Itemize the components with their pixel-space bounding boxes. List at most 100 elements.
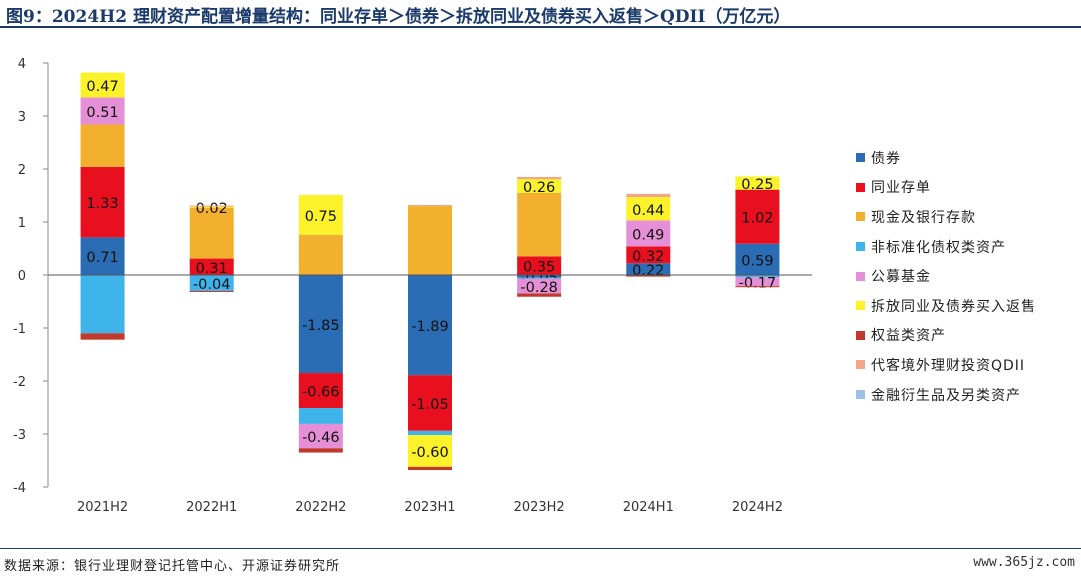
- x-tick-label: 2024H1: [623, 500, 674, 515]
- bar-segment: [80, 124, 125, 167]
- legend-swatch: [856, 212, 865, 222]
- y-tick-label: 2: [18, 163, 26, 178]
- data-label: -0.17: [739, 276, 777, 292]
- legend-item: 现金及银行存款: [856, 202, 1078, 232]
- data-label: 0.51: [86, 105, 118, 121]
- data-label: -1.89: [411, 319, 449, 335]
- y-tick-label: 0: [18, 269, 26, 284]
- legend-swatch: [856, 390, 865, 400]
- data-label: -0.28: [520, 280, 558, 296]
- bar-segment: [298, 373, 343, 409]
- chart-title: 图9：2024H2 理财资产配置增量结构：同业存单＞债券＞拆放同业及债券买入返售…: [6, 7, 791, 27]
- data-label: 0.75: [305, 209, 337, 225]
- legend-label: 非标准化债权类资产: [871, 239, 1006, 256]
- legend-label: 金融衍生品及另类资产: [871, 387, 1021, 404]
- legend-label: 公募基金: [871, 269, 931, 286]
- bar-segment: [408, 430, 452, 436]
- bar-segment: [298, 448, 343, 453]
- legend-item: 代客境外理财投资QDII: [856, 350, 1078, 380]
- y-tick-label: 3: [18, 110, 26, 125]
- data-label: 0.49: [632, 227, 664, 243]
- data-label: 0.02: [196, 201, 228, 217]
- bar-segment: [408, 466, 452, 471]
- bar-segment: [80, 166, 125, 238]
- bar-segment: [189, 258, 234, 275]
- data-label: 0.22: [632, 263, 664, 279]
- data-label: -0.46: [302, 430, 340, 446]
- bar-segment: [408, 206, 452, 275]
- bar-segment: [735, 243, 780, 275]
- bar-segment: [517, 293, 562, 297]
- data-label: 0.59: [741, 253, 773, 269]
- stacked-bar-chart: -4-3-2-1012340.711.330.510.472021H20.31-…: [13, 57, 812, 515]
- bar-segment: [408, 435, 452, 467]
- y-tick-label: -2: [13, 375, 26, 390]
- y-tick-label: -1: [13, 322, 26, 337]
- data-label: -1.85: [302, 318, 340, 334]
- footer-rule: [0, 548, 1081, 549]
- data-label: 0.35: [523, 260, 555, 276]
- bar-segment: [517, 278, 562, 294]
- bar-segment: [626, 275, 671, 277]
- bar-segment: [735, 275, 780, 278]
- data-label: 0.32: [632, 249, 664, 265]
- y-tick-label: -3: [13, 428, 26, 443]
- legend-label: 现金及银行存款: [871, 209, 976, 226]
- legend-swatch: [856, 182, 865, 192]
- legend-item: 同业存单: [856, 173, 1078, 203]
- data-label: 0.71: [86, 250, 118, 266]
- y-tick-label: -4: [13, 481, 26, 496]
- x-tick-label: 2021H2: [77, 500, 128, 515]
- bar-segment: [189, 206, 234, 208]
- data-label: 0.31: [196, 261, 228, 277]
- data-label: -0.60: [411, 445, 449, 461]
- bar-segment: [735, 286, 780, 288]
- bar-segment: [408, 205, 452, 207]
- bar-segment: [626, 263, 671, 275]
- legend-item: 公募基金: [856, 261, 1078, 291]
- legend-label: 权益类资产: [871, 328, 946, 345]
- bar-segment: [735, 176, 780, 190]
- x-tick-label: 2022H2: [295, 500, 346, 515]
- bar-segment: [626, 193, 671, 198]
- data-label: -0.04: [193, 277, 231, 293]
- legend-item: 权益类资产: [856, 321, 1078, 351]
- x-tick-label: 2023H1: [404, 500, 455, 515]
- legend-swatch: [856, 301, 865, 311]
- legend: 债券 同业存单 现金及银行存款 非标准化债权类资产 公募基金 拆放同业及债券买入返售 权益类…: [856, 143, 1078, 409]
- legend-swatch: [856, 330, 865, 340]
- source-note: 数据来源：银行业理财登记托管中心、开源证券研究所: [4, 559, 341, 574]
- legend-label: 代客境外理财投资QDII: [871, 357, 1026, 374]
- legend-swatch: [856, 271, 865, 281]
- bar-segment: [408, 275, 452, 376]
- data-label: 1.33: [86, 196, 118, 212]
- y-tick-label: 4: [18, 57, 26, 72]
- bar-segment: [517, 275, 562, 278]
- x-tick-label: 2023H2: [514, 500, 565, 515]
- legend-label: 同业存单: [871, 180, 931, 197]
- bar-segment: [189, 205, 234, 207]
- bar-segment: [735, 277, 780, 287]
- legend-swatch: [856, 360, 865, 370]
- legend-swatch: [856, 242, 865, 252]
- bar-segment: [298, 194, 343, 235]
- y-tick-label: 1: [18, 216, 26, 231]
- data-label: 0.25: [741, 177, 773, 193]
- bar-segment: [80, 97, 125, 125]
- data-label: 0.44: [632, 203, 664, 219]
- watermark: www.365jz.com: [973, 555, 1075, 570]
- bar-segment: [517, 256, 562, 275]
- bar-segment: [517, 176, 562, 180]
- bar-segment: [298, 234, 343, 275]
- data-label: 0.26: [523, 180, 555, 196]
- bar-segment: [735, 189, 780, 244]
- bar-segment: [517, 277, 562, 279]
- data-label: 0.47: [86, 79, 118, 95]
- bar-segment: [626, 246, 671, 264]
- bar-segment: [517, 179, 562, 193]
- bar-segment: [80, 237, 125, 275]
- legend-item: 金融衍生品及另类资产: [856, 380, 1078, 410]
- bar-segment: [80, 72, 125, 98]
- bar-segment: [80, 275, 125, 334]
- bar-segment: [626, 220, 671, 247]
